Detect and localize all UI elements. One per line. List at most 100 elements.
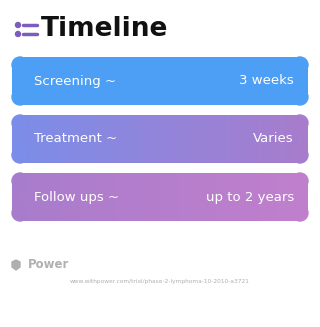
- Bar: [290, 115, 292, 163]
- Bar: [307, 173, 308, 221]
- Bar: [300, 155, 308, 163]
- Bar: [102, 173, 104, 221]
- Bar: [218, 173, 219, 221]
- Bar: [39, 173, 40, 221]
- Bar: [80, 115, 82, 163]
- Bar: [188, 57, 189, 105]
- Bar: [43, 115, 44, 163]
- Bar: [71, 57, 73, 105]
- Bar: [93, 57, 95, 105]
- Bar: [296, 173, 298, 221]
- Bar: [236, 115, 237, 163]
- Bar: [62, 115, 64, 163]
- Bar: [42, 173, 43, 221]
- Bar: [73, 57, 74, 105]
- Bar: [233, 115, 234, 163]
- Bar: [119, 173, 120, 221]
- Bar: [218, 57, 219, 105]
- Bar: [265, 173, 267, 221]
- Bar: [73, 173, 74, 221]
- Bar: [84, 57, 86, 105]
- Bar: [43, 57, 44, 105]
- Bar: [193, 57, 194, 105]
- Bar: [262, 115, 264, 163]
- Circle shape: [12, 205, 28, 221]
- Bar: [274, 115, 276, 163]
- Bar: [148, 57, 150, 105]
- Bar: [244, 57, 246, 105]
- Bar: [178, 115, 179, 163]
- Bar: [219, 173, 221, 221]
- Bar: [293, 173, 295, 221]
- Bar: [166, 57, 167, 105]
- Bar: [289, 115, 290, 163]
- Bar: [151, 173, 153, 221]
- Bar: [268, 173, 269, 221]
- Bar: [295, 57, 296, 105]
- Bar: [273, 173, 274, 221]
- Text: up to 2 years: up to 2 years: [206, 191, 294, 203]
- Bar: [189, 57, 191, 105]
- Bar: [241, 173, 243, 221]
- Bar: [225, 57, 227, 105]
- Circle shape: [292, 57, 308, 73]
- Bar: [12, 173, 20, 181]
- Bar: [255, 173, 256, 221]
- Bar: [172, 173, 173, 221]
- Bar: [108, 115, 110, 163]
- Bar: [231, 173, 233, 221]
- Bar: [117, 115, 119, 163]
- Bar: [178, 57, 179, 105]
- Bar: [233, 173, 234, 221]
- Bar: [191, 57, 193, 105]
- Bar: [77, 115, 79, 163]
- Bar: [96, 57, 98, 105]
- Bar: [204, 57, 206, 105]
- Bar: [228, 115, 229, 163]
- Bar: [228, 57, 229, 105]
- Bar: [49, 115, 51, 163]
- Bar: [49, 173, 51, 221]
- Bar: [83, 115, 84, 163]
- Bar: [89, 57, 91, 105]
- Bar: [21, 57, 22, 105]
- Bar: [15, 115, 16, 163]
- Bar: [101, 57, 102, 105]
- Bar: [24, 57, 25, 105]
- Bar: [289, 57, 290, 105]
- Bar: [233, 57, 234, 105]
- Bar: [280, 173, 281, 221]
- Bar: [191, 115, 193, 163]
- Bar: [268, 115, 269, 163]
- Bar: [12, 155, 20, 163]
- Bar: [46, 173, 48, 221]
- Bar: [158, 57, 160, 105]
- Bar: [234, 57, 236, 105]
- Bar: [253, 57, 255, 105]
- Bar: [178, 173, 179, 221]
- Bar: [135, 57, 136, 105]
- Bar: [269, 115, 271, 163]
- Bar: [136, 57, 138, 105]
- Bar: [151, 57, 153, 105]
- Bar: [209, 57, 210, 105]
- Bar: [99, 57, 101, 105]
- Bar: [305, 57, 307, 105]
- Bar: [70, 173, 71, 221]
- Bar: [104, 115, 105, 163]
- Bar: [40, 57, 42, 105]
- Bar: [298, 57, 299, 105]
- Bar: [247, 57, 249, 105]
- Bar: [79, 173, 80, 221]
- Bar: [268, 57, 269, 105]
- Bar: [189, 115, 191, 163]
- Bar: [206, 173, 207, 221]
- Bar: [215, 173, 216, 221]
- Bar: [271, 115, 273, 163]
- Bar: [203, 57, 204, 105]
- Bar: [181, 173, 182, 221]
- Bar: [27, 115, 28, 163]
- Bar: [286, 57, 287, 105]
- Bar: [96, 173, 98, 221]
- Bar: [193, 115, 194, 163]
